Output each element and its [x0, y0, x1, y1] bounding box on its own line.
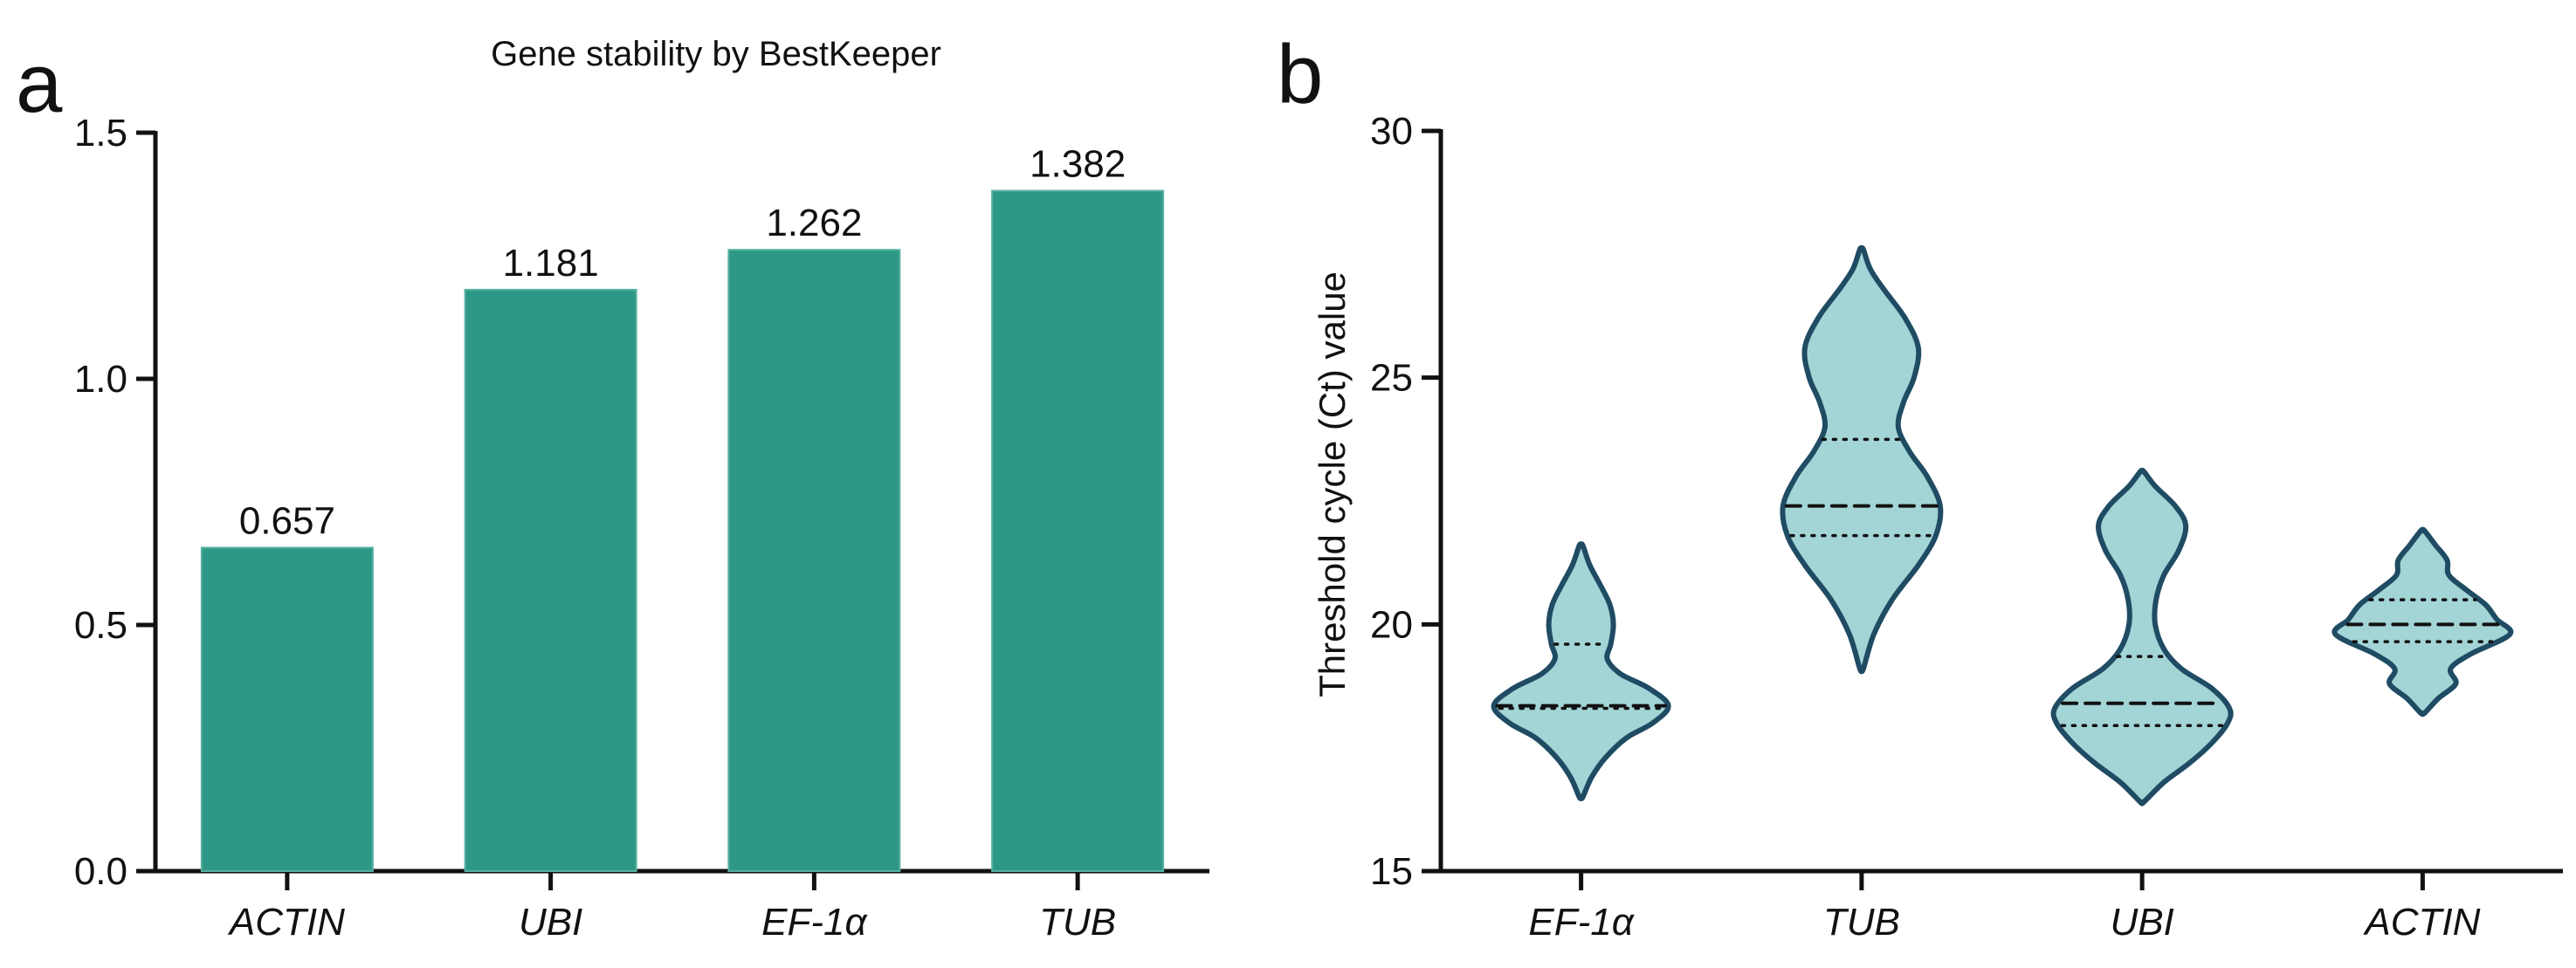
bar-actin	[200, 546, 374, 873]
chart-title: Gene stability by BestKeeper	[491, 35, 941, 73]
panel-b-violins	[1491, 245, 2514, 807]
x-tick-label-ef-1: EF-1α	[761, 901, 868, 944]
data-label-actin: 0.657	[239, 499, 335, 542]
panel-a-axes: 0.0 0.5 1.0 1.5 ACTIN UBI EF-1α TUB	[74, 112, 1209, 944]
x-tick-label-tub: TUB	[1823, 901, 1900, 944]
x-tick-label-ubi: UBI	[519, 901, 582, 944]
data-label-tub: 1.382	[1030, 143, 1126, 186]
x-tick-label-actin: ACTIN	[2362, 901, 2480, 944]
y-tick-label: 1.5	[74, 112, 127, 154]
y-tick-label: 20	[1370, 603, 1413, 646]
violin-tub	[1780, 245, 1944, 675]
x-tick-label-ef-1: EF-1α	[1528, 901, 1635, 944]
x-tick-label-ubi: UBI	[2110, 901, 2173, 944]
panel-letter-a: a	[16, 37, 63, 130]
violin-ef-1	[1491, 541, 1671, 801]
data-label-ubi: 1.181	[503, 242, 599, 285]
bar-ef-1	[727, 249, 901, 872]
x-tick-label-actin: ACTIN	[227, 901, 345, 944]
bar-tub	[991, 189, 1165, 872]
bar-ubi	[464, 288, 637, 872]
data-label-ef-1: 1.262	[766, 202, 862, 244]
y-tick-label: 25	[1370, 357, 1413, 400]
panel-a-bar-chart: a Gene stability by BestKeeper 0.0 0.5 1.0…	[16, 35, 1209, 944]
violin-ubi	[2050, 467, 2234, 807]
y-tick-label: 30	[1370, 110, 1413, 153]
panel-b-axes: 15 20 25 30 EF-1α TUB UBI ACTIN	[1370, 110, 2563, 944]
y-tick-label: 1.0	[74, 358, 127, 401]
y-tick-label: 15	[1370, 850, 1413, 893]
panel-b-violin-chart: b Threshold cycle (Ct) value 15 20 25 30 EF-…	[1277, 28, 2563, 944]
panel-a-bars: 0.657 1.181 1.262 1.382	[200, 143, 1165, 873]
panel-letter-b: b	[1277, 28, 1323, 121]
violin-actin	[2331, 526, 2514, 717]
x-tick-label-tub: TUB	[1039, 901, 1116, 944]
y-axis-label: Threshold cycle (Ct) value	[1312, 271, 1353, 697]
y-tick-label: 0.0	[74, 850, 127, 893]
y-tick-label: 0.5	[74, 604, 127, 647]
